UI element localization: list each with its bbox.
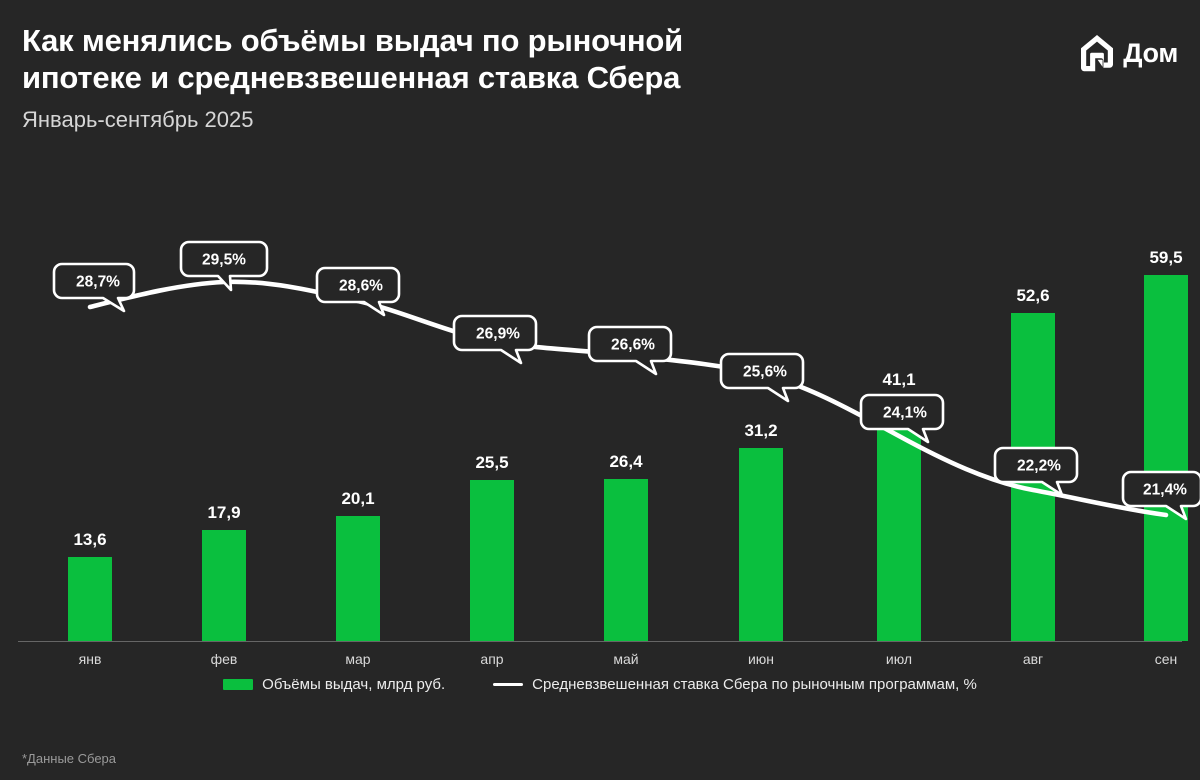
header: Как менялись объёмы выдач по рыночной ип… — [22, 22, 1022, 133]
x-tick-label: июн — [747, 651, 775, 667]
bar-sen[interactable] — [1144, 275, 1188, 641]
x-tick-label: июл — [885, 651, 913, 667]
bar-value-label: 26,4 — [609, 452, 643, 471]
legend-item-rate[interactable]: Средневзвешенная ставка Сбера по рыночны… — [493, 676, 977, 693]
bar-value-label: 31,2 — [744, 421, 778, 440]
bar-avg[interactable] — [1011, 313, 1055, 641]
rate-callout-label: 29,5% — [202, 252, 246, 269]
x-tick-label: сен — [1154, 651, 1178, 667]
bar-yanv[interactable] — [68, 557, 112, 641]
bar-mar[interactable] — [336, 516, 380, 641]
rate-callout-mar[interactable]: 28,6% — [315, 266, 401, 317]
brand-name: Дом — [1123, 37, 1178, 68]
bar-may[interactable] — [604, 479, 648, 641]
rate-callout-apr[interactable]: 26,9% — [452, 314, 538, 365]
x-tick-label: фев — [210, 651, 238, 667]
bar-fev[interactable] — [202, 530, 246, 641]
rate-callout-label: 28,7% — [76, 274, 120, 291]
rate-callout-label: 25,6% — [743, 364, 787, 381]
rate-callout-label: 26,9% — [476, 326, 520, 343]
rate-callout-label: 28,6% — [339, 278, 383, 295]
x-tick-label: янв — [78, 651, 102, 667]
page-subtitle: Январь-сентябрь 2025 — [22, 107, 254, 132]
x-tick-label: апр — [480, 651, 504, 667]
bar-value-label: 25,5 — [475, 453, 509, 472]
rate-callout-iyun[interactable]: 25,6% — [719, 352, 805, 403]
x-tick-label: мар — [345, 651, 371, 667]
bar-value-label: 41,1 — [882, 370, 916, 389]
legend-item-volume[interactable]: Объёмы выдач, млрд руб. — [223, 676, 445, 693]
bar-iyul[interactable] — [877, 397, 921, 641]
x-tick-label: май — [613, 651, 639, 667]
bar-swatch-icon — [223, 679, 254, 690]
chart-legend: Объёмы выдач, млрд руб. Средневзвешенная… — [0, 676, 1200, 693]
brand-logo: Дом — [1078, 33, 1178, 73]
bar-iyun[interactable] — [739, 448, 783, 641]
bar-value-label: 20,1 — [341, 489, 375, 508]
house-icon — [1081, 35, 1114, 72]
bar-apr[interactable] — [470, 480, 514, 641]
x-axis-line — [18, 641, 1182, 642]
line-swatch-icon — [493, 683, 524, 686]
page-title: Как менялись объёмы выдач по рыночной ип… — [22, 23, 684, 95]
legend-item-label: Средневзвешенная ставка Сбера по рыночны… — [532, 676, 977, 693]
bar-value-label: 59,5 — [1149, 248, 1183, 267]
legend-item-label: Объёмы выдач, млрд руб. — [262, 676, 446, 693]
rate-callout-fev[interactable]: 29,5% — [179, 240, 269, 292]
bar-value-label: 17,9 — [207, 503, 241, 522]
bar-value-label: 52,6 — [1016, 286, 1050, 305]
footnote: *Данные Сбера — [22, 751, 117, 766]
bar-value-label: 13,6 — [73, 530, 107, 549]
rate-callout-may[interactable]: 26,6% — [587, 325, 673, 376]
x-tick-label: авг — [1022, 651, 1044, 667]
rate-callout-yanv[interactable]: 28,7% — [52, 262, 136, 313]
rate-callout-label: 26,6% — [611, 337, 655, 354]
